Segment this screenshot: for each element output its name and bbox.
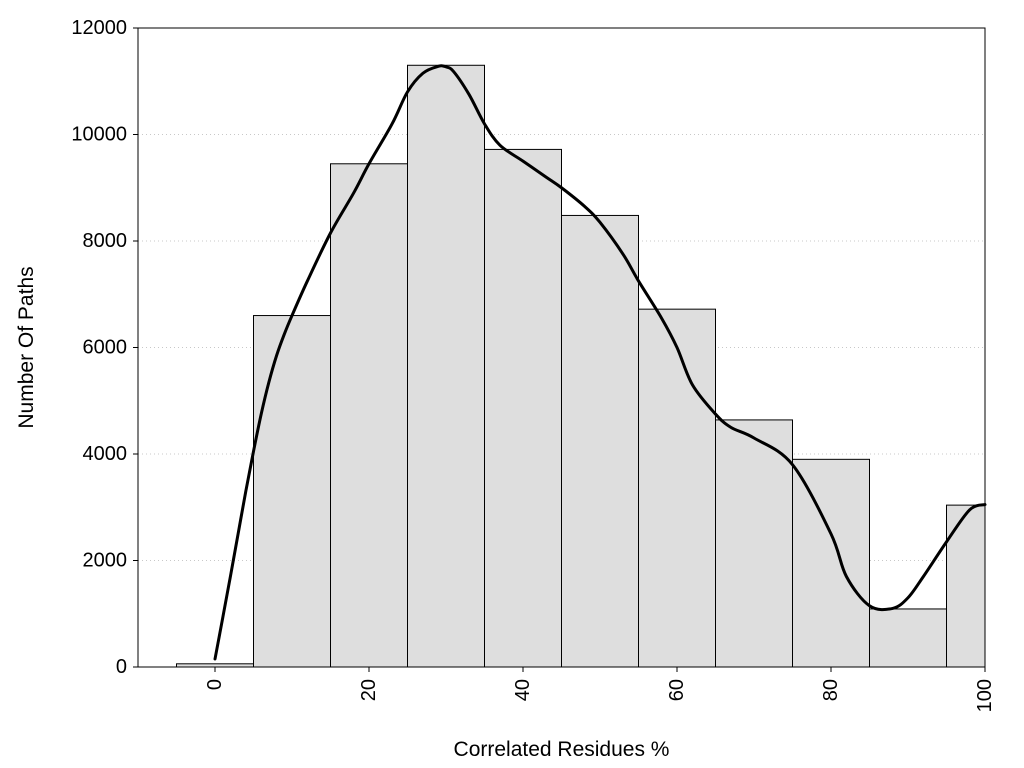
histogram-bar: [946, 504, 986, 668]
y-tick-label: 0: [116, 656, 127, 678]
histogram-bar: [638, 308, 716, 668]
density-curve-layer: [213, 64, 987, 661]
x-tick-label: 60: [666, 679, 688, 701]
y-axis-ticks: 0 2000 4000 6000 8000 10000 12000: [71, 17, 138, 678]
y-tick-label: 8000: [83, 230, 128, 252]
y-tick-label: 2000: [83, 550, 128, 572]
density-curve: [213, 64, 987, 661]
x-tick-label: 0: [204, 679, 226, 690]
x-axis-label: Correlated Residues %: [454, 738, 670, 761]
y-tick-label: 10000: [71, 124, 127, 146]
x-axis-ticks: 0 20 40 60 80 100: [204, 667, 996, 712]
histogram-bar: [715, 419, 793, 668]
histogram-bar: [407, 64, 485, 668]
y-tick-label: 4000: [83, 443, 128, 465]
histogram-bar: [561, 214, 639, 668]
x-tick-label: 100: [974, 679, 996, 712]
x-tick-label: 80: [820, 679, 842, 701]
histogram-bar: [792, 458, 870, 668]
bars: [176, 64, 986, 668]
y-axis-label: Number Of Paths: [15, 266, 38, 428]
x-tick-label: 40: [512, 679, 534, 701]
histogram-bar: [330, 163, 408, 668]
y-tick-label: 6000: [83, 337, 128, 359]
histogram-bar: [869, 608, 947, 668]
histogram-bar: [484, 148, 562, 668]
histogram-bar: [253, 315, 331, 668]
x-tick-label: 20: [358, 679, 380, 701]
y-tick-label: 12000: [71, 17, 127, 39]
